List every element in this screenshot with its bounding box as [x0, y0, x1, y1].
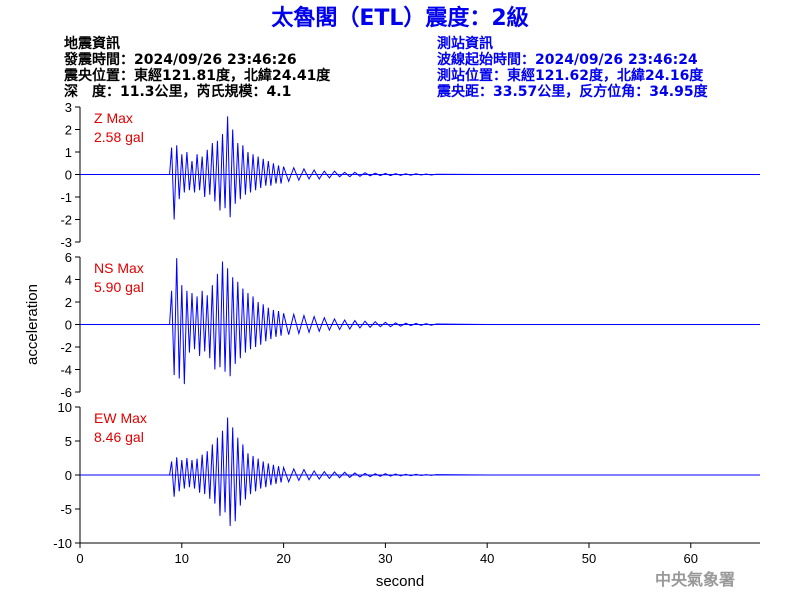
y-tick-label: 4	[65, 273, 72, 288]
component-label: EW Max	[94, 410, 147, 426]
y-tick-label: 10	[58, 400, 72, 415]
footer: 中央氣象署	[655, 570, 736, 589]
station-info: 測站資訊 波線起始時間：2024/09/26 23:46:24 測站位置：東經121…	[437, 36, 708, 100]
y-tick-label: -4	[60, 363, 72, 378]
info-line: 測站位置：東經121.62度，北緯24.16度	[437, 68, 704, 84]
waveform	[80, 417, 760, 527]
info-line: 波線起始時間：2024/09/26 23:46:24	[437, 52, 698, 68]
x-tick-label: 60	[684, 551, 698, 566]
y-tick-label: 0	[65, 168, 72, 183]
x-tick-label: 30	[378, 551, 392, 566]
waveform	[80, 258, 760, 385]
y-tick-label: 6	[65, 250, 72, 265]
component-label: Z Max	[94, 110, 133, 126]
y-tick-label: -2	[60, 213, 72, 228]
y-tick-label: -10	[53, 536, 72, 551]
max-label: 8.46 gal	[94, 429, 144, 445]
info-line: 深 度：11.3公里，芮氏規模：4.1	[64, 84, 292, 100]
y-tick-label: 2	[65, 295, 72, 310]
y-axis-label: acceleration	[24, 284, 41, 365]
x-axis-label: second	[376, 573, 424, 590]
y-tick-label: 3	[65, 100, 72, 115]
y-tick-label: -2	[60, 340, 72, 355]
x-tick-label: 10	[175, 551, 189, 566]
x-tick-label: 40	[480, 551, 494, 566]
x-tick-label: 0	[76, 551, 83, 566]
y-tick-label: 0	[65, 468, 72, 483]
max-label: 5.90 gal	[94, 279, 144, 295]
info-line: 發震時間：2024/09/26 23:46:26	[64, 52, 297, 68]
x-tick-label: 20	[276, 551, 290, 566]
y-tick-label: -6	[60, 385, 72, 400]
info-line: 測站資訊	[437, 36, 493, 52]
y-tick-label: 2	[65, 123, 72, 138]
component-label: NS Max	[94, 260, 144, 276]
info-line: 震央位置：東經121.81度，北緯24.41度	[64, 68, 331, 84]
info-line: 地震資訊	[64, 36, 120, 52]
max-label: 2.58 gal	[94, 129, 144, 145]
waveform	[80, 116, 760, 220]
quake-info: 地震資訊 發震時間：2024/09/26 23:46:26 震央位置：東經121.8…	[64, 36, 330, 100]
y-tick-label: -5	[60, 502, 72, 517]
y-tick-label: 0	[65, 318, 72, 333]
x-tick-label: 50	[582, 551, 596, 566]
title: 太魯閣（ETL）震度：2級	[271, 6, 529, 31]
y-tick-label: -3	[60, 235, 72, 250]
y-tick-label: 1	[65, 145, 72, 160]
y-tick-label: 5	[65, 434, 72, 449]
y-tick-label: -1	[60, 190, 72, 205]
info-line: 震央距：33.57公里，反方位角：34.95度	[437, 84, 708, 100]
